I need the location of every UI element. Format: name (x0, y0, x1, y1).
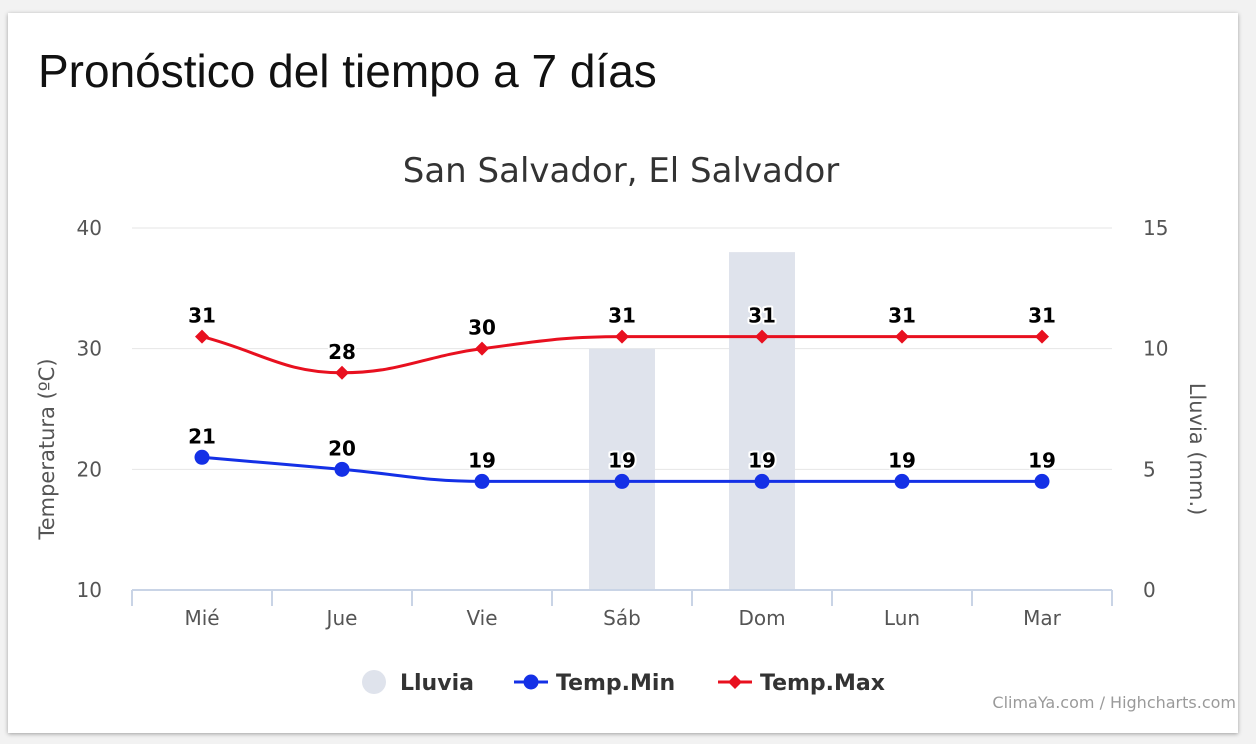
data-label: 31 (888, 304, 916, 328)
legend-symbol (362, 670, 386, 694)
left-tick-label: 20 (77, 457, 102, 481)
credits-link[interactable]: ClimaYa.com / Highcharts.com (992, 693, 1236, 712)
data-label: 31 (1028, 304, 1056, 328)
data-label: 19 (468, 448, 496, 472)
axes: 10 20 30 40 0 5 10 15 Temperatura (ºC) Lluvia (mm… (35, 216, 1209, 630)
temperature-lines (194, 329, 1050, 489)
x-tick-label: Mar (1023, 606, 1062, 630)
data-label: 21 (188, 424, 216, 448)
data-point (475, 341, 489, 356)
data-label: 19 (888, 448, 916, 472)
legend-item-temp-max[interactable]: Temp.Max (718, 671, 885, 696)
legend-label: Temp.Min (556, 671, 675, 696)
data-point (195, 329, 209, 344)
data-point (194, 449, 210, 465)
left-tick-label: 10 (77, 578, 102, 602)
data-point (895, 329, 909, 344)
right-axis-title: Lluvia (mm.) (1185, 383, 1209, 516)
data-label: 31 (188, 304, 216, 328)
legend-symbol (523, 674, 539, 690)
legend[interactable]: Lluvia Temp.Min Temp.Max (362, 670, 885, 696)
data-point (474, 473, 490, 489)
right-tick-label: 5 (1143, 457, 1156, 481)
x-tick-label: Mié (184, 606, 219, 630)
data-point (614, 473, 630, 489)
data-point (755, 329, 769, 344)
rain-bar (729, 252, 795, 590)
right-tick-label: 10 (1143, 337, 1168, 361)
x-tick-label: Jue (325, 606, 358, 630)
data-label: 20 (328, 436, 356, 460)
page-heading: Pronóstico del tiempo a 7 días (38, 45, 657, 97)
rain-bars (589, 252, 795, 590)
data-point (615, 329, 629, 344)
legend-symbol (728, 675, 742, 689)
data-label: 28 (328, 340, 356, 364)
legend-item-temp-min[interactable]: Temp.Min (514, 671, 675, 696)
data-point (335, 365, 349, 380)
data-label: 31 (748, 304, 776, 328)
legend-label: Lluvia (400, 671, 474, 696)
right-tick-label: 15 (1143, 216, 1168, 240)
data-label: 19 (608, 448, 636, 472)
data-point (1035, 329, 1049, 344)
right-tick-label: 0 (1143, 578, 1156, 602)
x-tick-label: Lun (884, 606, 920, 630)
data-point (1034, 473, 1050, 489)
data-labels: 21 20 19 19 19 19 19 31 28 30 31 31 31 31 (186, 302, 1058, 475)
left-axis-title: Temperatura (ºC) (35, 358, 59, 540)
data-point (334, 461, 350, 477)
x-tick-label: Sáb (603, 606, 641, 630)
x-tick-label: Dom (738, 606, 785, 630)
rain-bar (589, 348, 655, 590)
legend-item-lluvia[interactable]: Lluvia (362, 670, 474, 696)
left-tick-label: 40 (77, 216, 102, 240)
data-point (754, 473, 770, 489)
data-point (894, 473, 910, 489)
x-tick-label: Vie (466, 606, 497, 630)
chart-title: San Salvador, El Salvador (403, 151, 840, 191)
data-label: 19 (1028, 448, 1056, 472)
data-label: 30 (468, 316, 496, 340)
data-label: 31 (608, 304, 636, 328)
legend-label: Temp.Max (760, 671, 885, 696)
left-tick-label: 30 (77, 337, 102, 361)
data-label: 19 (748, 448, 776, 472)
